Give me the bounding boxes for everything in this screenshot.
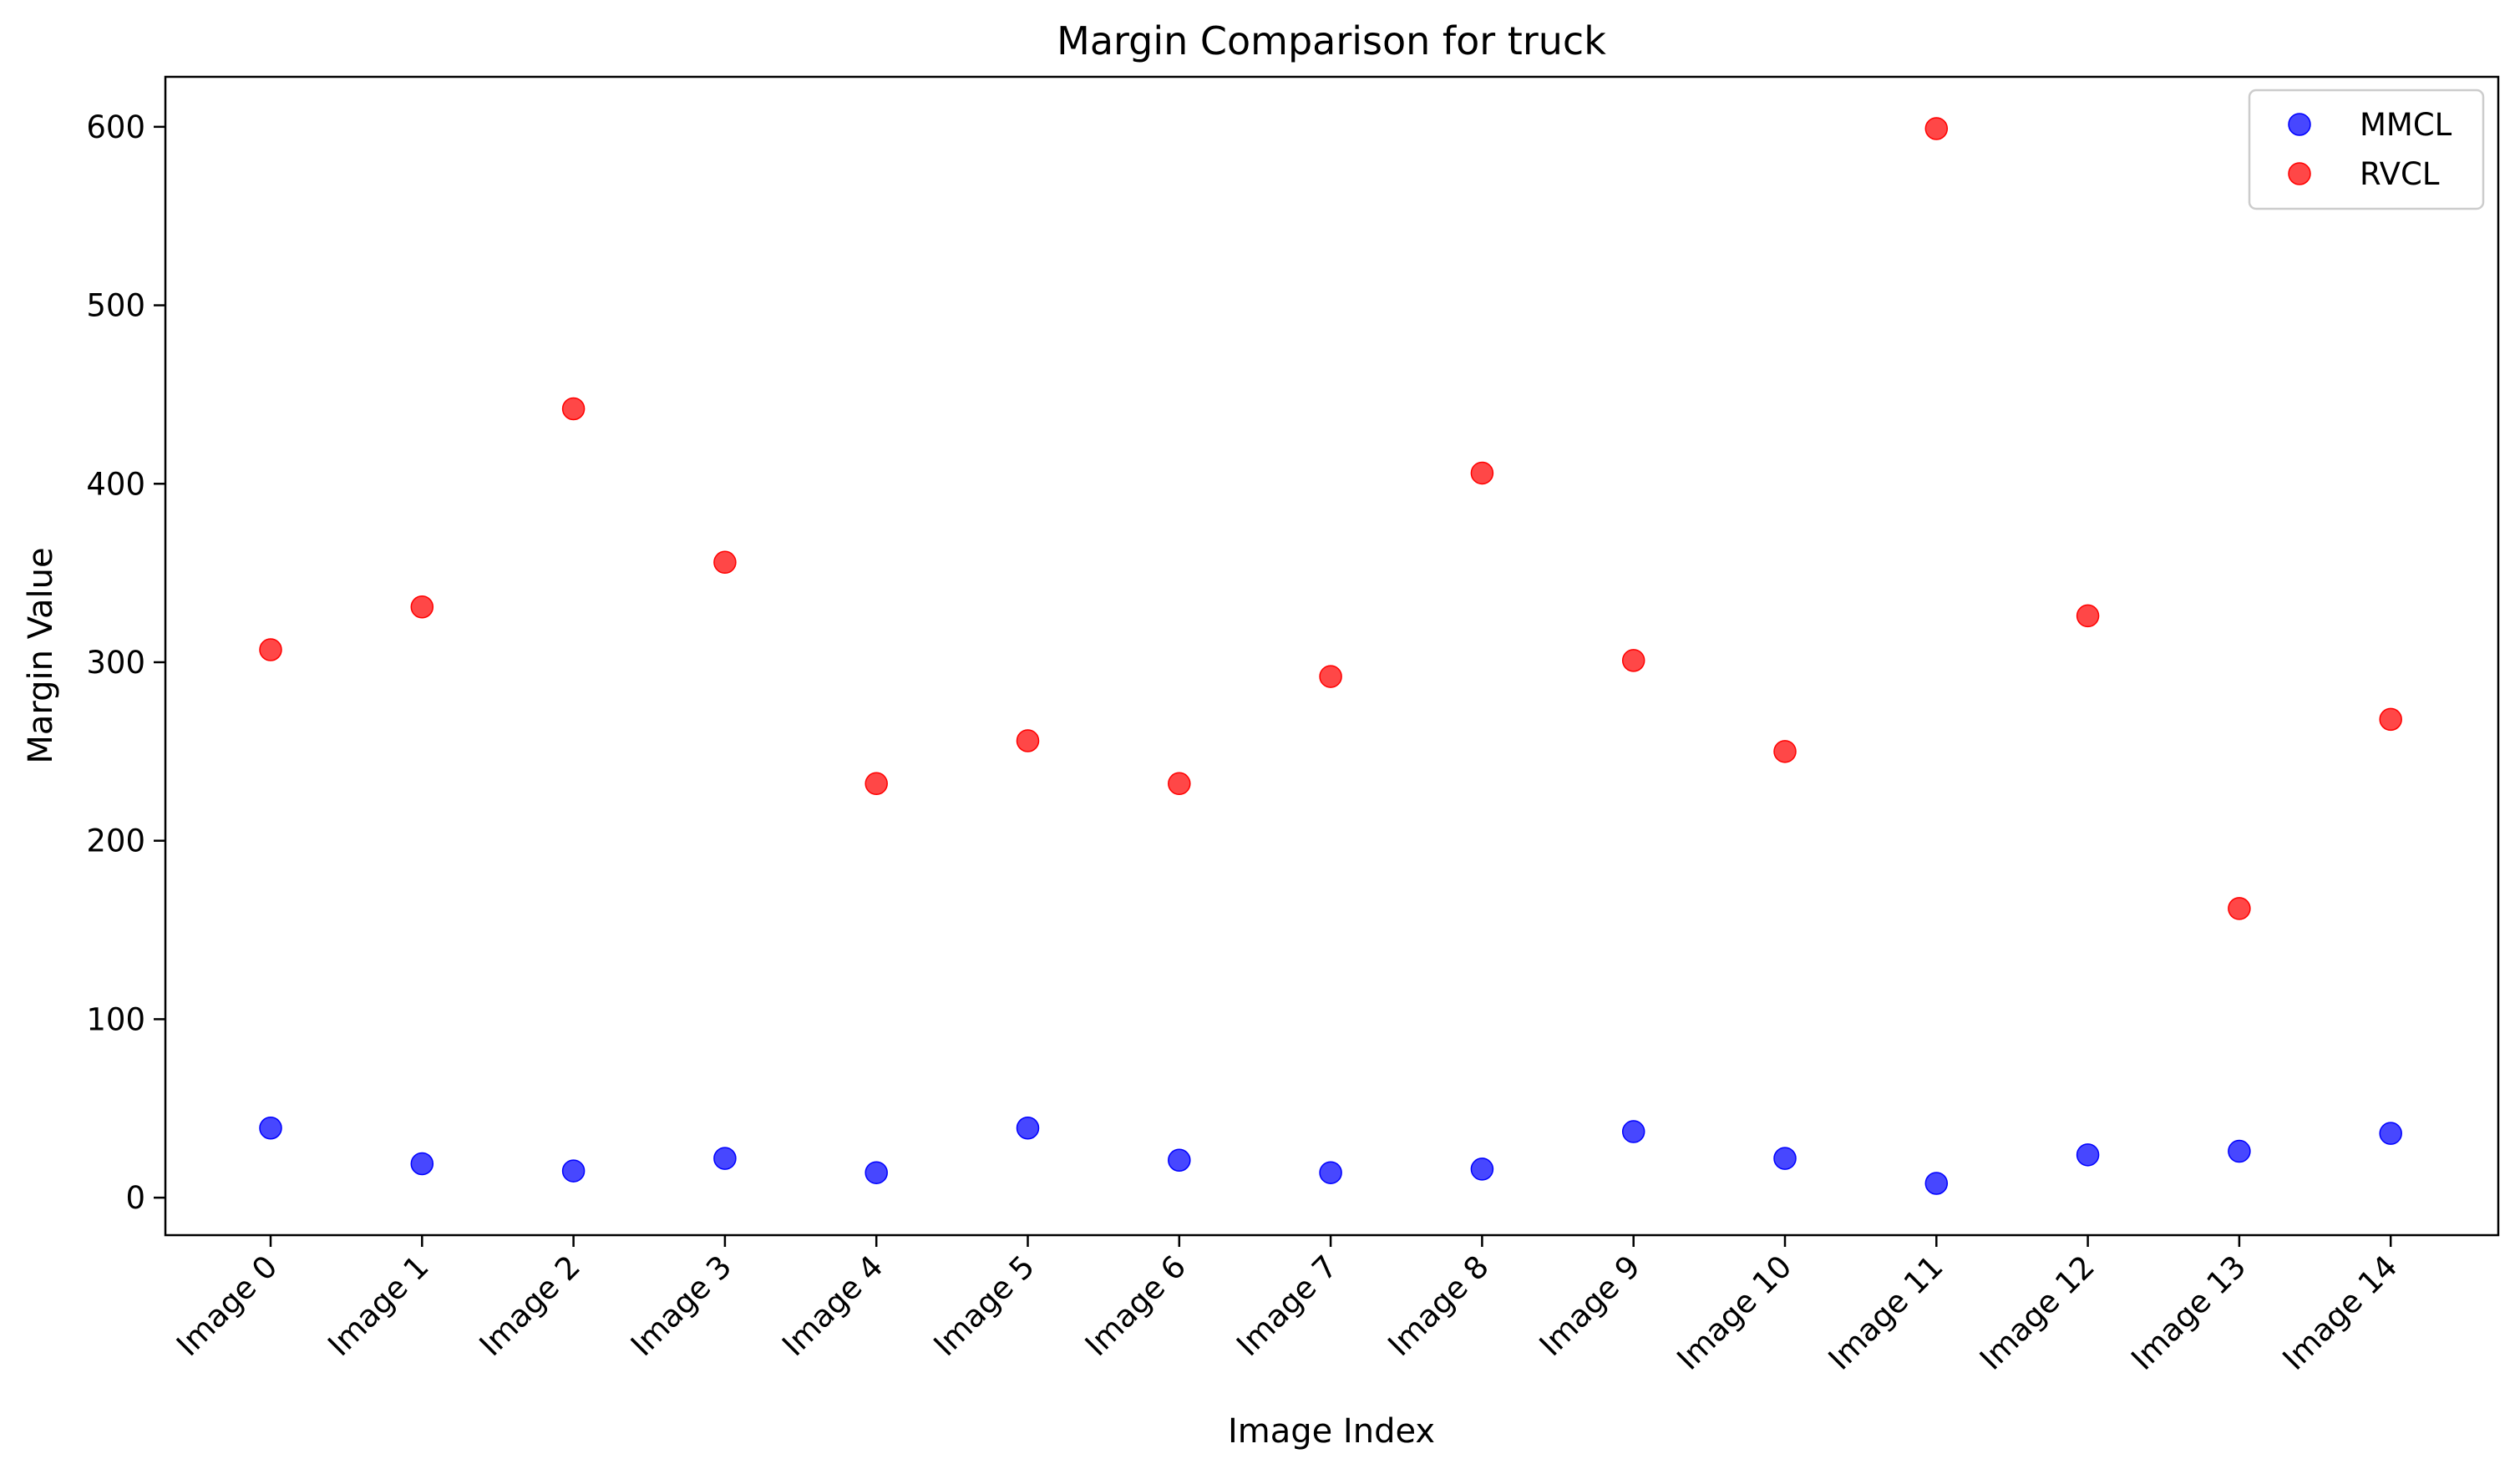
point-rvcl-1: [410, 595, 434, 619]
plot-frame: [164, 75, 2500, 1237]
y-tick-label: 100: [86, 1001, 145, 1037]
point-mmcl-10: [1773, 1147, 1797, 1170]
point-mmcl-7: [1319, 1161, 1342, 1184]
point-mmcl-8: [1470, 1157, 1494, 1181]
point-rvcl-6: [1168, 772, 1191, 796]
point-rvcl-12: [2076, 604, 2100, 628]
point-rvcl-0: [259, 638, 282, 661]
y-axis-label: Margin Value: [22, 547, 60, 763]
point-mmcl-2: [561, 1159, 586, 1183]
point-mmcl-5: [1016, 1117, 1040, 1140]
chart-title: Margin Comparison for truck: [1057, 18, 1606, 63]
point-rvcl-3: [713, 550, 737, 575]
point-rvcl-13: [2228, 897, 2251, 920]
point-mmcl-14: [2379, 1122, 2402, 1145]
point-rvcl-2: [561, 397, 586, 421]
point-mmcl-4: [865, 1161, 888, 1184]
point-mmcl-6: [1168, 1148, 1191, 1172]
point-rvcl-4: [865, 772, 888, 796]
point-mmcl-1: [410, 1152, 434, 1176]
y-tick-label: 300: [86, 645, 145, 681]
point-mmcl-0: [259, 1117, 282, 1140]
y-tick-label: 500: [86, 288, 145, 324]
point-mmcl-9: [1621, 1120, 1645, 1143]
point-mmcl-13: [2228, 1139, 2251, 1163]
plot-area: [259, 117, 2402, 1195]
y-axis: 0 100 200 300 400 500 600: [86, 109, 165, 1216]
point-rvcl-7: [1319, 665, 1342, 688]
x-axis-label: Image Index: [1228, 1412, 1435, 1451]
y-tick-label: 0: [125, 1180, 145, 1216]
legend: MMCL RVCL: [2248, 89, 2485, 210]
point-rvcl-14: [2379, 707, 2402, 732]
point-rvcl-10: [1773, 740, 1797, 763]
y-tick-label: 600: [86, 109, 145, 145]
point-rvcl-11: [1924, 117, 1949, 140]
point-rvcl-9: [1621, 649, 1645, 672]
point-rvcl-5: [1016, 729, 1040, 752]
y-tick-label: 400: [86, 466, 145, 502]
point-mmcl-11: [1924, 1172, 1949, 1195]
point-rvcl-8: [1470, 461, 1494, 485]
point-mmcl-12: [2076, 1143, 2100, 1167]
legend-marker-mmcl: [2288, 113, 2311, 136]
legend-label-mmcl: MMCL: [2360, 107, 2452, 143]
y-tick-label: 200: [86, 823, 145, 859]
legend-marker-rvcl: [2288, 162, 2311, 185]
point-mmcl-3: [713, 1147, 737, 1170]
legend-label-rvcl: RVCL: [2360, 156, 2440, 192]
